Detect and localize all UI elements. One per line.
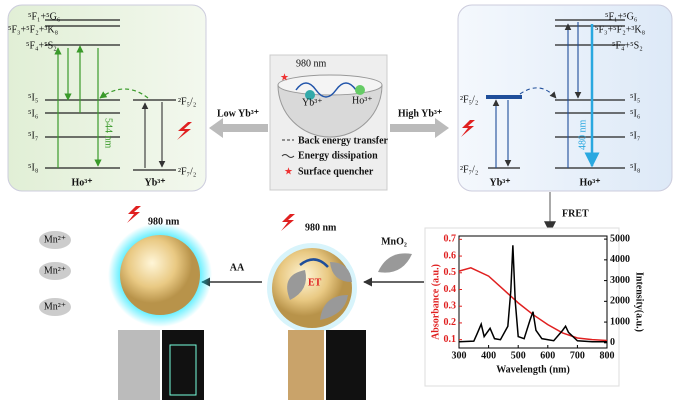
level-label: ²F₅/₂ [178, 96, 196, 107]
chart: 300 400 500 600 700 800 0.1 0.2 0.3 0.4 0.5 0.6 0.7 0… [430, 233, 644, 375]
y2-tick-label: 2000 [610, 296, 630, 307]
arrow-label: High Yb³⁺ [398, 108, 442, 119]
center-scheme: 980 nm Yb³⁺ Ho³⁺ ★ ★ Back energy transfe… [269, 54, 389, 191]
bottom-mid: ET 980 nm [267, 214, 366, 400]
left-panel: ⁵F₁+⁵G₆ ⁵F₃+⁵F₂+³K₈ ⁵F₄+⁵S₂ ⁵I₅ ⁵I₆ ⁵I₇ … [7, 4, 207, 192]
excitation-label: 980 nm [148, 216, 180, 227]
x-tick-label: 400 [481, 350, 496, 361]
x-tick-label: 300 [452, 350, 467, 361]
x-axis-label: Wavelength (nm) [496, 364, 570, 375]
level-label: ⁵F₁+⁵G₆ [28, 11, 61, 22]
x-tick-label: 800 [600, 350, 615, 361]
y2-tick-label: 4000 [610, 254, 630, 265]
y-axis-label: Absorbance (a.u.) [430, 264, 441, 340]
plot-area [458, 235, 608, 349]
level-label: ⁵I₇ [28, 130, 38, 141]
panel-bg [457, 4, 673, 192]
scheme-label: Yb³⁺ [302, 97, 323, 108]
x-tick-label: 700 [570, 350, 585, 361]
arrow-label: Low Yb³⁺ [217, 108, 259, 119]
ion-label: Yb³⁺ [144, 177, 165, 188]
level-label: ⁵F₄+⁵S₂ [26, 40, 57, 51]
y2-axis-label: Intensity(a.u.) [634, 272, 645, 332]
excitation-label: 980 nm [305, 222, 337, 233]
bottom-left: 980 nm Mn²⁺ Mn²⁺ Mn²⁺ [39, 206, 212, 400]
y-tick-label: 0.1 [444, 334, 457, 345]
legend-label: Back energy transfer [298, 135, 389, 146]
emission-label: 544 nm [103, 118, 114, 149]
level-label: ⁵I₆ [630, 108, 641, 119]
level-label: ²F₇/₂ [178, 166, 196, 177]
scheme-label: Ho³⁺ [352, 95, 373, 106]
svg-text:★: ★ [284, 166, 293, 177]
y-tick-label: 0.6 [444, 250, 457, 261]
transitions [54, 45, 149, 168]
level-label: ⁵F₃+⁵F₂+³K₈ [8, 24, 59, 35]
lightning [177, 122, 192, 140]
level-label: ⁵F₃+⁵F₂+³K₈ [595, 24, 646, 35]
y-tick-label: 0.2 [444, 317, 457, 328]
emission-label: 480 nm [577, 120, 588, 151]
y-tick-label: 0.5 [444, 267, 457, 278]
arrow-label: MnO₂ [381, 236, 407, 247]
level-label: ²F₅/₂ [460, 94, 478, 105]
ion-label: Ho³⁺ [71, 177, 92, 188]
level-label: ²F₇/₂ [460, 164, 478, 175]
level-label: ⁵I₈ [28, 162, 39, 173]
arrow-low [209, 118, 268, 138]
y-tick-label: 0.4 [444, 284, 457, 295]
level-label: ⁵I₅ [630, 92, 640, 103]
chart-frame [424, 227, 620, 387]
level-label: ⁵I₇ [630, 130, 640, 141]
x-tick-label: 500 [511, 350, 526, 361]
right-panel: ⁵F₁+⁵G₆ ⁵F₃+⁵F₂+³K₈ ⁵F₄+⁵S₂ ⁵I₅ ⁵I₆ ⁵I₇ … [457, 4, 673, 192]
et-label: ET [308, 277, 322, 288]
y-tick-label: 0.3 [444, 301, 457, 312]
level-label: ⁵I₆ [28, 108, 39, 119]
x-tick-label: 600 [540, 350, 555, 361]
legend-label: Surface quencher [298, 166, 374, 177]
level-label: ⁵F₁+⁵G₆ [605, 11, 638, 22]
y2-tick-label: 5000 [610, 233, 630, 244]
y2-tick-label: 1000 [610, 316, 630, 327]
y2-tick-label: 3000 [610, 275, 630, 286]
arrow-label: FRET [562, 208, 589, 219]
level-label: ⁵I₅ [28, 92, 38, 103]
scheme-label: 980 nm [296, 58, 327, 69]
ion-label: Mn²⁺ [44, 265, 66, 276]
arrow-label: AA [230, 262, 245, 273]
svg-text:★: ★ [280, 72, 289, 83]
ion-label: Mn²⁺ [44, 301, 66, 312]
ion-label: Yb³⁺ [489, 177, 510, 188]
data-line [458, 245, 607, 343]
ion-label: Mn²⁺ [44, 234, 66, 245]
level-label: ⁵I₈ [630, 162, 641, 173]
level-label: ⁵F₄+⁵S₂ [612, 40, 643, 51]
legend-label: Energy dissipation [298, 150, 378, 161]
y2-tick-label: 0 [610, 337, 615, 348]
y-tick-label: 0.7 [444, 234, 457, 245]
ion-label: Ho³⁺ [579, 177, 600, 188]
arrow-high [390, 118, 449, 138]
